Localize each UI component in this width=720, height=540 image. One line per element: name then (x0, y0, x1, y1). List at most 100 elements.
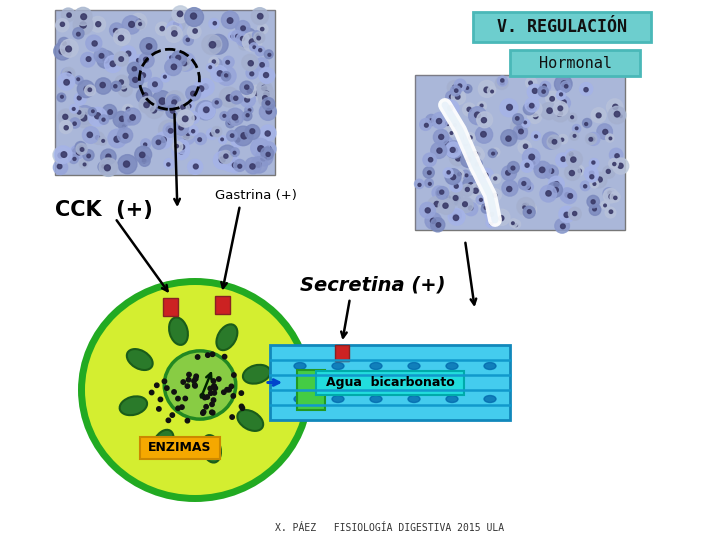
Circle shape (432, 112, 448, 129)
Circle shape (456, 94, 460, 99)
Circle shape (217, 377, 221, 381)
Circle shape (128, 119, 131, 122)
Circle shape (136, 20, 145, 29)
Circle shape (245, 158, 261, 174)
Circle shape (99, 158, 117, 177)
Circle shape (166, 91, 184, 110)
Circle shape (125, 116, 133, 125)
Circle shape (201, 411, 205, 415)
Circle shape (96, 51, 114, 68)
Circle shape (475, 163, 479, 166)
Circle shape (101, 149, 116, 165)
Circle shape (534, 114, 538, 119)
Circle shape (67, 72, 71, 76)
Circle shape (90, 16, 106, 32)
Circle shape (428, 158, 433, 162)
Circle shape (222, 354, 227, 359)
Circle shape (540, 103, 557, 119)
Circle shape (454, 89, 458, 92)
Circle shape (61, 8, 75, 22)
Circle shape (527, 106, 531, 110)
Circle shape (235, 35, 239, 38)
Circle shape (53, 160, 68, 174)
Circle shape (73, 122, 76, 125)
Circle shape (175, 145, 179, 148)
Circle shape (450, 147, 455, 152)
Circle shape (572, 124, 581, 133)
Circle shape (188, 159, 203, 174)
Circle shape (603, 130, 608, 134)
Circle shape (180, 145, 184, 149)
Circle shape (547, 135, 561, 149)
Circle shape (96, 136, 99, 140)
Circle shape (80, 148, 84, 151)
Circle shape (212, 59, 222, 70)
Circle shape (436, 191, 441, 195)
Circle shape (461, 138, 471, 149)
Circle shape (84, 86, 89, 92)
Circle shape (531, 131, 541, 140)
Circle shape (248, 60, 253, 66)
Circle shape (523, 206, 535, 218)
Circle shape (526, 101, 542, 117)
Circle shape (613, 158, 629, 174)
Circle shape (80, 22, 86, 28)
Circle shape (76, 151, 81, 155)
Circle shape (257, 36, 261, 40)
Circle shape (176, 396, 180, 401)
Circle shape (174, 120, 189, 136)
Circle shape (415, 179, 424, 188)
Circle shape (420, 202, 436, 218)
Circle shape (184, 8, 204, 26)
Circle shape (77, 96, 81, 100)
Circle shape (559, 206, 575, 222)
Circle shape (420, 119, 431, 130)
Circle shape (254, 91, 258, 96)
Circle shape (477, 102, 487, 111)
Circle shape (63, 153, 66, 156)
Circle shape (559, 93, 562, 96)
Circle shape (522, 119, 530, 127)
Circle shape (480, 198, 482, 201)
Circle shape (176, 52, 195, 71)
Circle shape (542, 90, 545, 93)
Circle shape (604, 204, 606, 207)
Circle shape (519, 202, 528, 211)
Circle shape (610, 192, 620, 202)
Circle shape (578, 169, 582, 173)
Circle shape (204, 404, 208, 409)
Circle shape (522, 181, 526, 185)
Circle shape (202, 35, 222, 55)
Circle shape (220, 112, 229, 120)
Circle shape (86, 35, 102, 51)
Circle shape (440, 190, 444, 194)
Circle shape (613, 104, 618, 110)
Circle shape (538, 86, 549, 97)
Circle shape (454, 214, 457, 218)
Circle shape (197, 79, 214, 96)
Circle shape (264, 72, 269, 78)
Circle shape (534, 161, 552, 178)
Circle shape (584, 185, 587, 188)
Circle shape (258, 24, 268, 34)
Circle shape (458, 173, 461, 176)
Circle shape (200, 394, 204, 398)
Ellipse shape (238, 410, 264, 431)
Circle shape (217, 71, 222, 76)
Circle shape (192, 383, 197, 387)
Circle shape (179, 124, 184, 130)
Circle shape (195, 133, 207, 145)
Circle shape (203, 107, 209, 113)
Circle shape (211, 379, 215, 383)
Circle shape (261, 28, 264, 31)
Circle shape (498, 76, 508, 86)
Circle shape (253, 31, 261, 39)
Circle shape (210, 352, 215, 356)
Circle shape (120, 46, 136, 62)
Circle shape (565, 149, 577, 161)
Circle shape (571, 116, 574, 119)
Circle shape (575, 127, 578, 130)
Circle shape (88, 88, 91, 91)
Circle shape (466, 86, 469, 89)
Circle shape (458, 84, 462, 88)
